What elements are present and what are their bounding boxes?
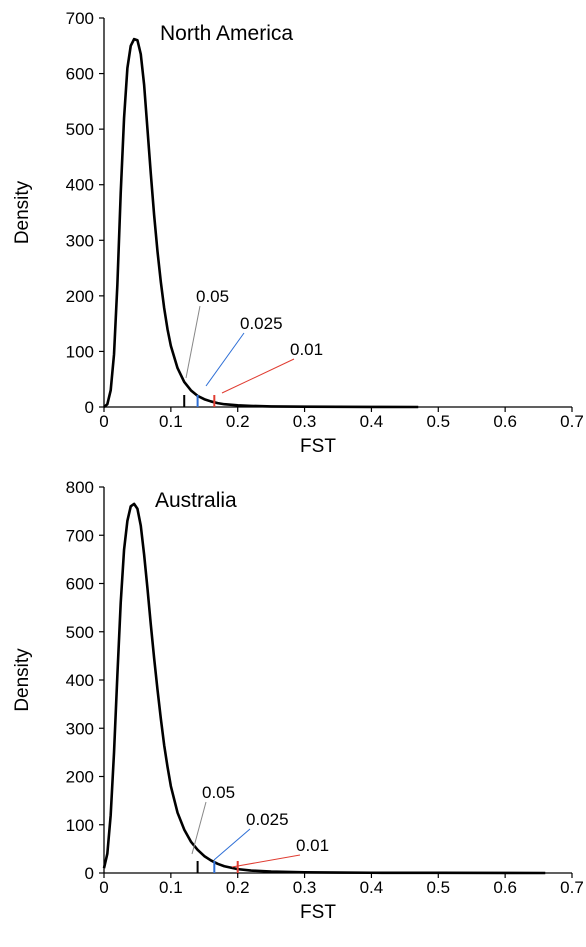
threshold-leader-line [185, 305, 201, 379]
y-tick-label: 600 [66, 575, 94, 594]
y-tick-label: 100 [66, 342, 94, 361]
panel-title: North America [160, 22, 293, 45]
y-tick-label: 0 [85, 864, 94, 883]
threshold-leader-line [231, 854, 301, 868]
threshold-leader-line [213, 828, 251, 861]
y-tick-label: 300 [66, 231, 94, 250]
x-tick-label: 0 [99, 412, 108, 431]
x-tick-label: 0 [99, 878, 108, 897]
y-tick-label: 600 [66, 65, 94, 84]
x-tick-label: 0.2 [226, 878, 250, 897]
y-tick-label: 700 [66, 9, 94, 28]
threshold-leader-line [205, 332, 245, 387]
density-curve [103, 37, 419, 409]
x-tick-label: 0.1 [159, 412, 183, 431]
threshold-label: 0.05 [196, 287, 229, 306]
y-tick-label: 200 [66, 287, 94, 306]
threshold-label: 0.025 [240, 314, 283, 333]
y-tick-label: 100 [66, 816, 94, 835]
threshold-leader-line [221, 358, 295, 394]
y-tick-label: 500 [66, 120, 94, 139]
y-tick-label: 300 [66, 719, 94, 738]
x-tick-label: 0.6 [493, 878, 517, 897]
y-tick-label: 500 [66, 623, 94, 642]
panel-title: Australia [155, 489, 237, 512]
threshold-label: 0.01 [290, 340, 323, 359]
x-tick-label: 0.7 [560, 878, 584, 897]
chart-panel-2: 0 100 200 300 400 500 600 700 800 0 0.1 0.2 0.3 0.4 0.… [12, 478, 584, 923]
y-tick-label: 0 [85, 398, 94, 417]
x-tick-label: 0.5 [426, 878, 450, 897]
y-tick-label: 400 [66, 176, 94, 195]
threshold-label: 0.025 [246, 810, 289, 829]
x-tick-label: 0.3 [293, 412, 317, 431]
x-tick-label: 0.4 [360, 878, 384, 897]
threshold-label: 0.05 [202, 783, 235, 802]
x-tick-label: 0.4 [360, 412, 384, 431]
x-tick-label: 0.6 [493, 412, 517, 431]
y-tick-label: 700 [66, 526, 94, 545]
density-curve [102, 502, 546, 875]
chart-panel-1: 0 100 200 300 400 500 600 700 0 0.1 0.2 0.3 0.4 0.5 0.… [12, 9, 584, 457]
x-tick-label: 0.2 [226, 412, 250, 431]
x-axis-label: FST [300, 436, 336, 457]
x-tick-label: 0.1 [159, 878, 183, 897]
x-tick-label: 0.3 [293, 878, 317, 897]
y-tick-label: 200 [66, 768, 94, 787]
y-axis-label: Density [12, 648, 33, 712]
x-axis-label: FST [300, 902, 336, 923]
threshold-leader-line [191, 801, 207, 855]
x-tick-label: 0.7 [560, 412, 584, 431]
y-tick-label: 800 [66, 478, 94, 497]
threshold-label: 0.01 [296, 836, 329, 855]
x-tick-label: 0.5 [426, 412, 450, 431]
y-axis-label: Density [12, 180, 33, 244]
y-tick-label: 400 [66, 671, 94, 690]
